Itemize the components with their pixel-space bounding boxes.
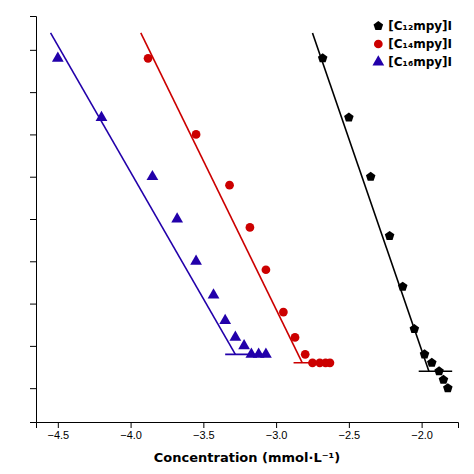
point (147, 170, 159, 180)
point (385, 231, 395, 240)
tick (30, 346, 36, 347)
point (318, 53, 328, 62)
legend-item: [C₁₆mpy]I (372, 55, 452, 69)
point (144, 54, 153, 63)
fit-line (312, 33, 428, 371)
legend-item: [C₁₂mpy]I (374, 19, 452, 33)
point (398, 282, 408, 291)
point (238, 339, 250, 349)
tick-mark (276, 422, 277, 428)
tick: −2.0 (411, 422, 433, 441)
tick: −3.5 (193, 422, 215, 441)
point (279, 308, 288, 317)
tick (30, 50, 36, 51)
tick (30, 219, 36, 220)
tick-mark (30, 50, 36, 51)
tick-mark (349, 422, 350, 428)
tick (30, 177, 36, 178)
legend-item: [C₁₄mpy]I (374, 37, 452, 51)
tick-mark (30, 177, 36, 178)
tick-mark (30, 92, 36, 93)
tick-label: −2.5 (339, 429, 361, 441)
point (96, 111, 108, 121)
point (171, 212, 183, 222)
tick: −2.5 (339, 422, 361, 441)
tick (30, 261, 36, 262)
tick-mark (30, 304, 36, 305)
point (410, 324, 420, 333)
legend-label: [C₁₄mpy]I (388, 37, 452, 51)
point (190, 254, 202, 264)
tick-mark (30, 261, 36, 262)
tick: −4.0 (120, 422, 142, 441)
point (208, 288, 220, 298)
legend-marker (374, 21, 384, 30)
point (291, 333, 300, 342)
legend-marker (372, 55, 384, 65)
plot-area (51, 33, 453, 392)
fit-line (141, 33, 303, 363)
tick-mark (203, 422, 204, 428)
tick: −4.5 (47, 422, 69, 441)
axis-line (37, 423, 459, 429)
point (260, 348, 272, 358)
point (420, 349, 430, 358)
tick-mark (30, 219, 36, 220)
point (427, 358, 437, 367)
axis-line (30, 17, 37, 423)
tick-mark (422, 422, 423, 428)
point (52, 51, 64, 61)
tick-mark (131, 422, 132, 428)
tick-label: −2.0 (411, 429, 433, 441)
x-axis-title: Concentration (mmol·L⁻¹) (154, 450, 340, 465)
x-axis: −4.5 −4.0 −3.5 −3.0 −2.5 −2.0 (37, 422, 459, 441)
point (434, 366, 444, 375)
legend-label: [C₁₂mpy]I (388, 19, 452, 33)
tick-mark (30, 134, 36, 135)
point (366, 172, 376, 181)
tick (30, 304, 36, 305)
point (192, 130, 201, 139)
tick-mark (30, 388, 36, 389)
tick-label: −4.5 (47, 429, 69, 441)
point (344, 112, 354, 121)
point (439, 375, 449, 384)
tick (30, 388, 36, 389)
point (219, 314, 231, 324)
point (246, 223, 255, 232)
tick: −3.0 (266, 422, 288, 441)
legend-label: [C₁₆mpy]I (388, 55, 452, 69)
fit-line (51, 33, 236, 354)
tick-label: −4.0 (120, 429, 142, 441)
point (443, 383, 453, 392)
legend: [C₁₂mpy]I [C₁₄mpy]I [C₁₆mpy]I (372, 19, 452, 69)
point (301, 350, 310, 359)
tick (30, 92, 36, 93)
point (262, 265, 271, 274)
tick-label: −3.0 (266, 429, 288, 441)
tick (30, 134, 36, 135)
point (326, 358, 335, 367)
point (225, 181, 234, 190)
tick-mark (58, 422, 59, 428)
point (229, 331, 241, 341)
chart: −4.5 −4.0 −3.5 −3.0 −2.5 −2.0 Concentration (m… (0, 0, 474, 474)
y-axis (30, 17, 37, 423)
tick-mark (30, 346, 36, 347)
legend-marker (374, 40, 383, 49)
tick-label: −3.5 (193, 429, 215, 441)
